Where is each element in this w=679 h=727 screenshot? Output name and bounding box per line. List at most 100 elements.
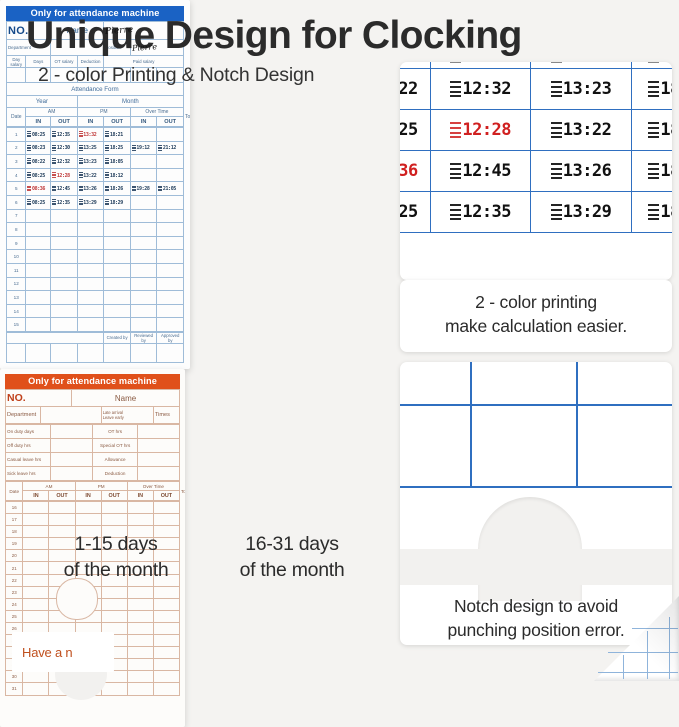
table-row: 16: [6, 502, 180, 514]
blue-punch-cell: [157, 209, 184, 223]
orange-stat-value-left: [51, 453, 93, 467]
blue-punch-cell: 08:36: [26, 182, 51, 196]
blue-punch-cell: [157, 236, 184, 250]
blue-punch-cell: [104, 209, 131, 223]
blue-punch-cell: [130, 291, 157, 305]
blue-punch-cell: 21:05: [157, 182, 184, 196]
orange-punch-cell: [23, 610, 49, 622]
orange-day-number: 19: [6, 538, 23, 550]
orange-card-notch: [56, 578, 98, 620]
blue-sub-header: OUT: [51, 117, 78, 127]
orange-stat-label-left: Off duty hrs: [6, 439, 51, 453]
orange-day-number: 21: [6, 562, 23, 574]
blue-punch-cell: [77, 318, 104, 332]
table-row: 10: [7, 250, 184, 264]
blue-position-signature: Pierre: [132, 42, 158, 53]
magnified-time-cell: 12:09: [431, 62, 531, 69]
magnified-day-cell: 20: [400, 62, 431, 69]
orange-stat-label-right: Special OT hrs: [92, 439, 137, 453]
blue-punch-cell: 13:25: [77, 141, 104, 155]
blue-day-number: 15: [7, 318, 26, 332]
blue-punch-cell: [157, 195, 184, 209]
orange-punch-cell: [101, 610, 127, 622]
magnified-time-cell: 13:23: [531, 69, 631, 110]
blue-day-number: 5: [7, 182, 26, 196]
magnified-punch-table: 2012:0913:2918:12212:3213:2318:12512:281…: [400, 62, 672, 233]
orange-stat-value-left: [51, 439, 93, 453]
blue-punch-cell: 08:25: [26, 168, 51, 182]
blue-punch-cell: [26, 318, 51, 332]
left-card-caption-line-2: of the month: [26, 557, 206, 583]
blue-day-number: 8: [7, 223, 26, 237]
orange-day-number: 24: [6, 598, 23, 610]
orange-stat-label-right: OT hrs: [92, 425, 137, 439]
blue-punch-cell: 13:23: [77, 155, 104, 169]
orange-punch-cell: [75, 514, 101, 526]
orange-department-value: [40, 407, 101, 424]
magnified-time-cell: 13:29: [531, 62, 631, 69]
orange-header-table: NO. Name Department Late arrival Leave e…: [5, 389, 180, 424]
blue-punch-cell: [77, 304, 104, 318]
blue-punch-cell: [130, 168, 157, 182]
orange-punch-cell: [23, 683, 49, 695]
orange-punch-cell: [153, 659, 179, 671]
blue-punch-cell: [104, 304, 131, 318]
blue-punch-cell: 18:29: [104, 195, 131, 209]
orange-punch-cell: [153, 502, 179, 514]
magnified-day-cell: 36: [400, 151, 431, 192]
blue-punch-cell: [157, 304, 184, 318]
blue-punch-cell: 12:45: [51, 182, 78, 196]
orange-stat-value-right: [138, 425, 180, 439]
orange-punch-cell: [101, 514, 127, 526]
magnified-time-cell: 13:29: [531, 192, 631, 233]
magnified-day-cell: 22: [400, 69, 431, 110]
orange-stat-value-right: [138, 467, 180, 481]
blue-punch-cell: [130, 128, 157, 142]
blue-punch-cell: [104, 291, 131, 305]
blue-punch-cell: [77, 209, 104, 223]
blue-name-signature: Pierre: [105, 25, 134, 37]
blue-punch-cell: [51, 250, 78, 264]
blue-sub-header: IN: [130, 117, 157, 127]
blue-day-number: 11: [7, 263, 26, 277]
blue-punch-cell: [77, 236, 104, 250]
blue-punch-cell: 12:30: [51, 141, 78, 155]
orange-punch-cell: [127, 659, 153, 671]
blue-punch-cell: [51, 277, 78, 291]
orange-sub-header: OUT: [49, 491, 75, 501]
blue-punch-cell: [130, 304, 157, 318]
blue-day-number: 13: [7, 291, 26, 305]
orange-day-number: 20: [6, 550, 23, 562]
blue-punch-cell: [104, 263, 131, 277]
orange-stat-label-left: Sick leave hrs: [6, 467, 51, 481]
orange-day-number: 17: [6, 514, 23, 526]
orange-punch-cell: [75, 502, 101, 514]
orange-punch-cell: [127, 647, 153, 659]
orange-punch-cell: [127, 622, 153, 634]
table-row: 14: [7, 304, 184, 318]
blue-year-label: Year: [7, 96, 78, 108]
magnified-day-cell: 25: [400, 110, 431, 151]
orange-punch-cell: [127, 671, 153, 683]
orange-sub-header: OUT: [153, 491, 179, 501]
two-color-line-1: 2 - color printing: [400, 291, 672, 315]
orange-punch-cell: [23, 514, 49, 526]
orange-punch-cell: [127, 683, 153, 695]
blue-punch-cell: [26, 209, 51, 223]
blue-punch-cell: [157, 318, 184, 332]
magnified-print-card: 2012:0913:2918:12212:3213:2318:12512:281…: [400, 62, 672, 280]
blue-punch-cell: 19:12: [130, 141, 157, 155]
magnified-time-cell: 12:45: [431, 151, 531, 192]
product-infographic: Unique Design for Clocking 2 - color Pri…: [0, 0, 679, 680]
table-row: 12: [7, 277, 184, 291]
magnified-time-cell: 12:28: [431, 110, 531, 151]
blue-punch-cell: [77, 263, 104, 277]
blue-punch-cell: [104, 250, 131, 264]
orange-punch-cell: [49, 514, 75, 526]
